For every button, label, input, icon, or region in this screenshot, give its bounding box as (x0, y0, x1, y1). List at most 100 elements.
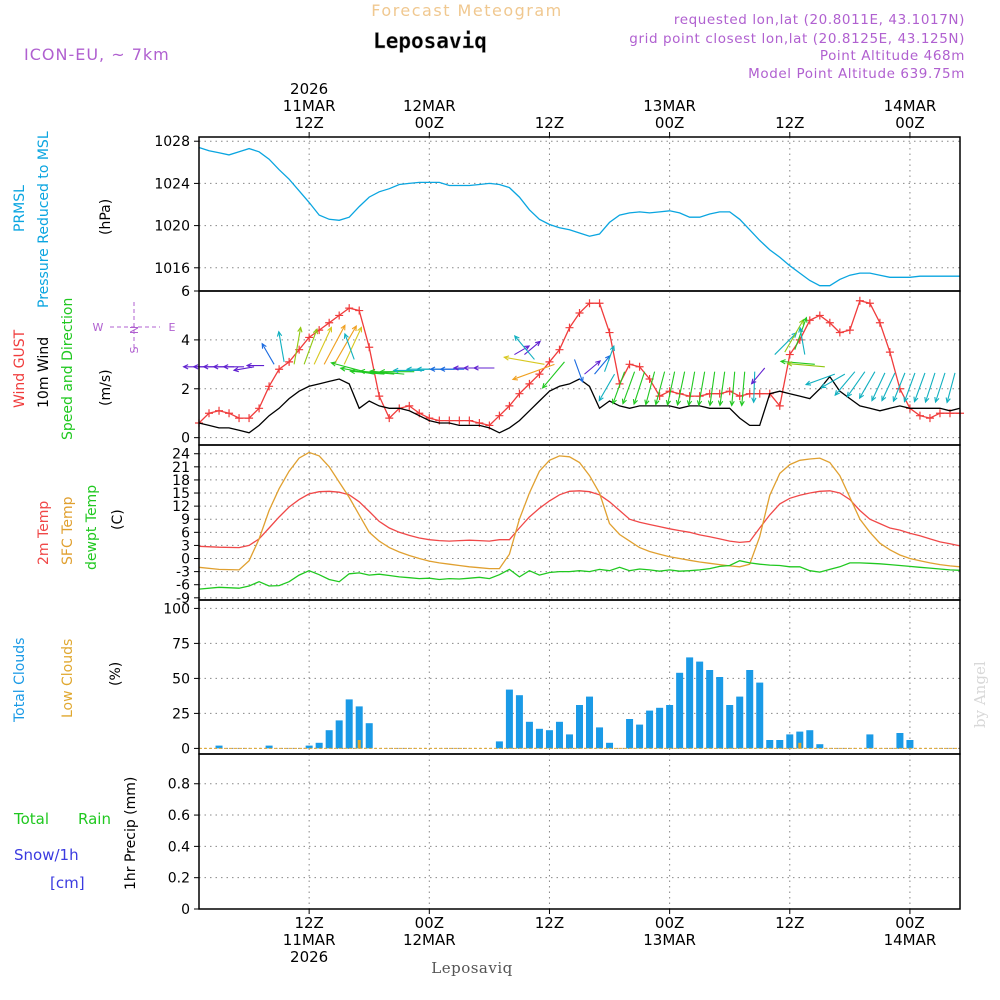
total-clouds-bar (586, 696, 594, 749)
wind-direction-arrow (542, 361, 565, 389)
wind-arrow-head (182, 364, 189, 370)
wind-direction-arrow (946, 372, 956, 403)
wind-direction-arrow (604, 345, 615, 372)
wind-arrow-head (202, 364, 209, 370)
2m-temp-line (198, 490, 961, 549)
gust-marker (465, 416, 474, 425)
bottom-time-label: 00Z (415, 914, 444, 932)
gust-marker (495, 411, 504, 420)
total-clouds-bar (525, 721, 533, 749)
top-time-label: 12Z (294, 114, 323, 132)
wind-arrow-head (192, 364, 199, 370)
gust-marker (285, 357, 294, 366)
wind-arrow-head (339, 366, 346, 372)
requested-coordinates: requested lon,lat (20.8011E, 43.1017N) (674, 12, 965, 28)
total-clouds-bar (325, 730, 333, 749)
wind-arrow-head (665, 399, 672, 407)
gust-marker (225, 409, 234, 418)
temperature-ytick-label: 9 (181, 512, 190, 528)
wind-direction-arrow (774, 332, 797, 355)
pressure-unit-label: (hPa) (98, 199, 114, 235)
gust-marker (595, 299, 604, 308)
wind-arrow-head (611, 398, 617, 405)
prmsl-line (198, 146, 960, 287)
gust-marker (915, 411, 924, 420)
total-clouds-bar (265, 745, 273, 749)
low-clouds-bar (798, 742, 802, 749)
gust-marker (525, 379, 534, 388)
credit-watermark: by Angel (971, 661, 989, 728)
total-clouds-bar (706, 670, 714, 749)
wind-ytick-label: 6 (181, 284, 190, 300)
gust-marker (335, 311, 344, 320)
wind-direction-arrow (573, 359, 584, 382)
wind-arrow-head (330, 361, 337, 367)
gust-marker (275, 365, 284, 374)
total-clouds-bar (515, 695, 523, 749)
bottom-time-label: 12Z (535, 914, 564, 932)
wind-arrow-head (503, 355, 510, 361)
wind-direction-arrow (799, 327, 806, 355)
temperature-frame (198, 444, 961, 601)
gust-marker (385, 414, 394, 423)
pressure-ytick-label: 1024 (154, 176, 190, 192)
wind-arrow-head (739, 400, 745, 407)
gust-marker (365, 343, 374, 352)
total-clouds-bar (355, 706, 363, 749)
total-clouds-bar (716, 677, 724, 749)
wind-arrow-head (892, 396, 898, 403)
total-clouds-label: Total Clouds (12, 638, 28, 723)
pressure-panel: 1016 1020 1024 1028 (154, 134, 961, 292)
gust-marker (775, 401, 784, 410)
product-title: Forecast Meteogram (371, 1, 562, 20)
temp-2m-label: 2m Temp (36, 501, 52, 565)
wind-arrow-head (934, 396, 940, 404)
gust-marker (455, 416, 464, 425)
wind-arrow-head (654, 399, 660, 406)
temperature-ytick-label: -6 (176, 578, 190, 594)
total-clouds-bar (896, 733, 904, 749)
bottom-time-label: 12Z (775, 914, 804, 932)
top-time-label: 13MAR (643, 97, 696, 115)
wind-direction-arrow (924, 372, 936, 403)
clouds-unit-label: (%) (108, 662, 124, 686)
wind-arrow-head (511, 375, 518, 381)
wind-arrow-head (392, 367, 399, 374)
top-time-label: 2026 (290, 80, 328, 98)
temperature-ytick-label: 6 (181, 525, 190, 541)
total-clouds-bar (816, 744, 824, 749)
total-clouds-bar (696, 661, 704, 749)
total-clouds-bar (756, 682, 764, 749)
wind-direction-arrow (698, 371, 706, 406)
gust-marker (835, 328, 844, 337)
wind-arrow-head (945, 397, 951, 404)
total-clouds-bar (736, 696, 744, 749)
wind-arrow-head (541, 382, 548, 389)
wind-arrow-head (405, 366, 412, 372)
wind-arrow-head (245, 362, 252, 369)
wind-direction-arrow (892, 372, 906, 402)
wind-arrow-head (820, 383, 827, 389)
total-precip-label: Total (13, 810, 49, 828)
wind-direction-arrow (303, 329, 318, 365)
wind-direction-arrow (677, 371, 686, 406)
pressure-series-label: PRMSL (12, 185, 28, 232)
gust-marker (725, 387, 734, 396)
wind-ytick-label: 0 (181, 431, 190, 447)
point-altitude: Point Altitude 468m (820, 48, 965, 64)
wind-arrow-head (462, 365, 469, 371)
wind-arrow-head (707, 400, 714, 407)
wind-arrow-head (686, 400, 693, 407)
wind-direction-arrow (719, 371, 726, 406)
wind-direction-arrow (343, 327, 362, 365)
footer-location: Leposaviq (431, 959, 513, 977)
top-time-label: 11MAR (283, 97, 336, 115)
wind-arrow-head (675, 399, 682, 407)
wind-arrow-head (369, 368, 376, 375)
wind-direction-arrow (261, 343, 275, 365)
temperature-ytick-label: 12 (172, 499, 190, 515)
wind-arrow-head (261, 342, 267, 349)
total-clouds-bar (796, 731, 804, 749)
